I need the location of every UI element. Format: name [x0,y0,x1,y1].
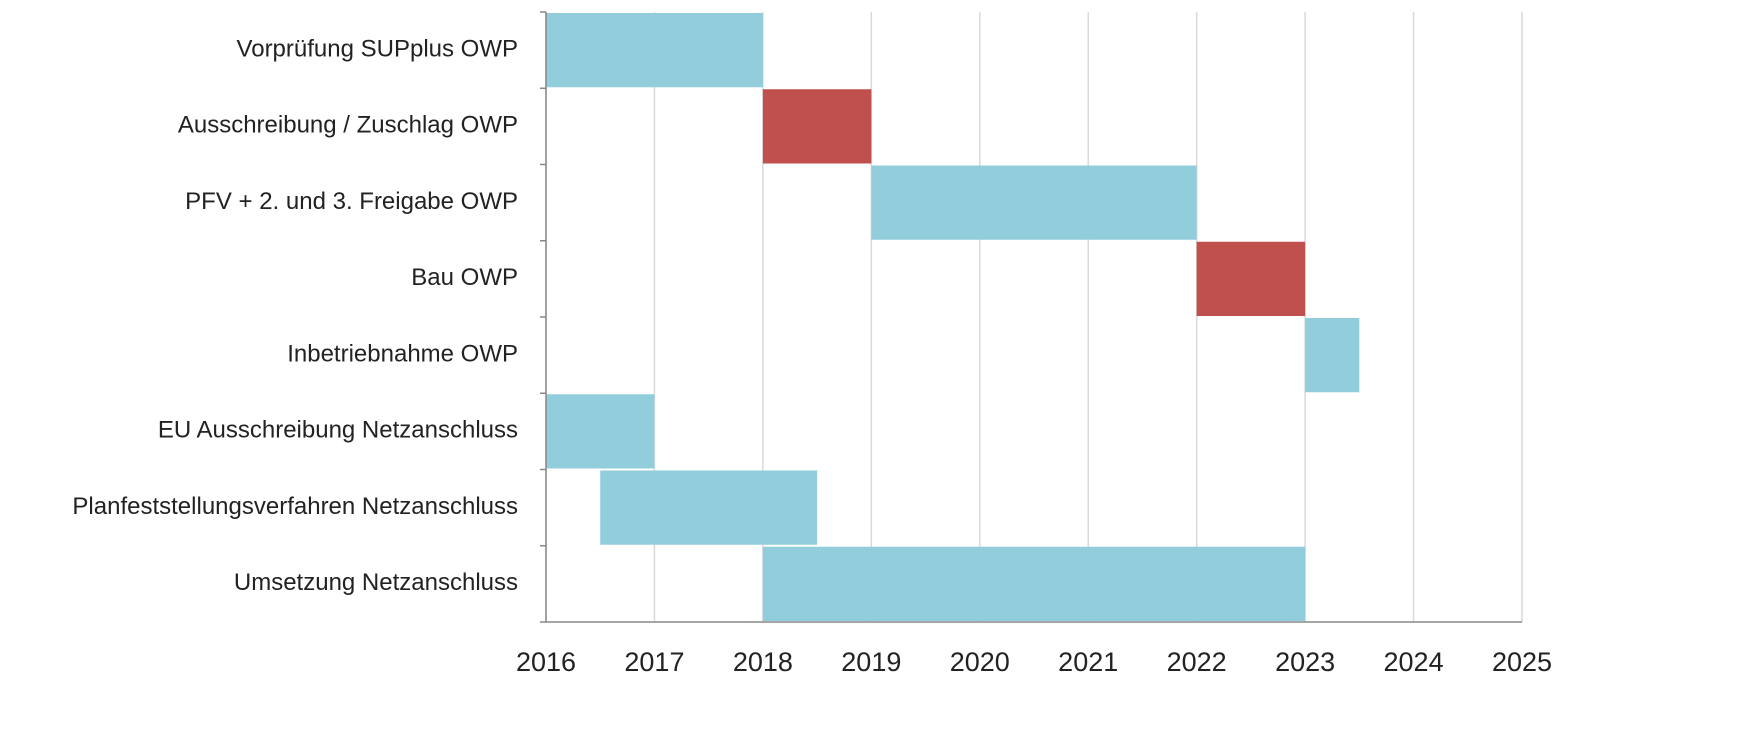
x-tick-label: 2024 [1384,647,1444,677]
y-tick-label: PFV + 2. und 3. Freigabe OWP [185,188,518,215]
bar [546,394,655,469]
x-tick-label: 2022 [1167,647,1227,677]
bar [762,89,872,164]
bar [546,13,763,88]
x-tick-label: 2017 [624,647,684,677]
bar [1305,318,1360,393]
x-tick-label: 2020 [950,647,1010,677]
bar [600,470,818,545]
x-tick-label: 2021 [1058,647,1118,677]
y-tick-label: Vorprüfung SUPplus OWP [237,35,518,62]
x-tick-label: 2018 [733,647,793,677]
y-tick-label: Planfeststellungsverfahren Netzanschluss [72,493,518,520]
y-tick-label: Umsetzung Netzanschluss [234,569,518,596]
x-tick-label: 2016 [516,647,576,677]
x-tick-label: 2019 [841,647,901,677]
bar [871,165,1197,240]
bar [762,546,1306,621]
y-tick-label: Ausschreibung / Zuschlag OWP [178,112,518,139]
bar [1196,241,1306,316]
y-tick-label: Bau OWP [411,264,518,291]
x-tick-label: 2023 [1275,647,1335,677]
y-tick-label: EU Ausschreibung Netzanschluss [158,417,518,444]
x-tick-label: 2025 [1492,647,1552,677]
y-tick-label: Inbetriebnahme OWP [287,340,518,367]
